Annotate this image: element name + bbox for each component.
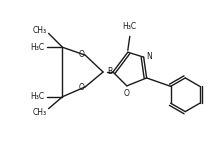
Text: H₃C: H₃C [123, 22, 137, 31]
Text: O: O [78, 83, 84, 92]
Text: N: N [147, 52, 152, 61]
Text: O: O [78, 50, 84, 59]
Text: H₃C: H₃C [30, 43, 45, 52]
Text: H₃C: H₃C [30, 92, 45, 101]
Text: CH₃: CH₃ [32, 108, 47, 117]
Text: O: O [124, 89, 130, 98]
Text: B: B [107, 68, 112, 76]
Text: CH₃: CH₃ [32, 26, 47, 35]
